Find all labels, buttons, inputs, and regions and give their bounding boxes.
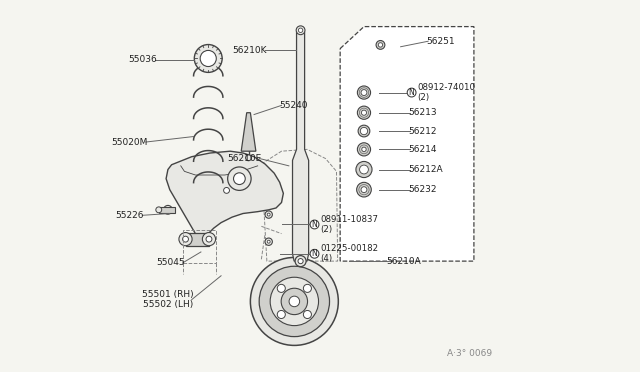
Circle shape — [156, 207, 162, 213]
Text: 55020M: 55020M — [111, 138, 148, 147]
Circle shape — [357, 106, 371, 119]
Circle shape — [270, 277, 319, 326]
Text: 56212A: 56212A — [408, 165, 443, 174]
Text: 08912-74010
(2): 08912-74010 (2) — [417, 83, 475, 102]
Text: 55226: 55226 — [116, 211, 144, 220]
Text: 01225-00182
(4): 01225-00182 (4) — [320, 244, 378, 263]
Bar — [182, 230, 216, 263]
Text: 56214: 56214 — [408, 145, 436, 154]
Circle shape — [310, 249, 319, 258]
Polygon shape — [241, 113, 256, 151]
Circle shape — [296, 26, 305, 35]
Circle shape — [357, 143, 371, 156]
Circle shape — [360, 165, 369, 174]
Circle shape — [310, 220, 319, 229]
Circle shape — [268, 213, 270, 216]
Circle shape — [362, 110, 367, 115]
Polygon shape — [159, 207, 175, 213]
Circle shape — [357, 86, 371, 99]
Polygon shape — [166, 151, 284, 245]
Circle shape — [361, 90, 367, 96]
Circle shape — [356, 182, 371, 197]
Circle shape — [277, 284, 285, 292]
Text: N: N — [312, 249, 317, 258]
Text: 56210E: 56210E — [227, 154, 261, 163]
Circle shape — [179, 232, 192, 246]
Text: 56213: 56213 — [408, 108, 436, 117]
Circle shape — [295, 256, 306, 267]
Polygon shape — [340, 26, 474, 261]
Circle shape — [298, 28, 303, 32]
Circle shape — [202, 232, 216, 246]
Text: 56210K: 56210K — [232, 46, 267, 55]
Text: 56251: 56251 — [426, 37, 455, 46]
Circle shape — [289, 296, 300, 307]
Circle shape — [164, 205, 172, 214]
Circle shape — [223, 187, 230, 193]
Text: 55240: 55240 — [280, 101, 308, 110]
Circle shape — [298, 259, 303, 264]
Circle shape — [277, 311, 285, 318]
Circle shape — [234, 173, 245, 185]
Circle shape — [361, 187, 367, 193]
Text: N: N — [409, 88, 415, 97]
Text: 56210A: 56210A — [386, 257, 420, 266]
Circle shape — [303, 311, 312, 318]
Circle shape — [376, 41, 385, 49]
Text: 56212: 56212 — [408, 126, 436, 135]
Circle shape — [378, 43, 383, 47]
Circle shape — [195, 45, 222, 73]
Circle shape — [250, 257, 339, 346]
Circle shape — [200, 51, 216, 67]
Circle shape — [268, 240, 270, 243]
Text: 56232: 56232 — [408, 185, 436, 194]
Polygon shape — [292, 32, 308, 261]
Text: 55045: 55045 — [156, 259, 184, 267]
Circle shape — [358, 125, 370, 137]
Text: 55501 (RH)
55502 (LH): 55501 (RH) 55502 (LH) — [142, 290, 193, 309]
Circle shape — [259, 266, 330, 337]
Circle shape — [228, 167, 251, 190]
Circle shape — [281, 288, 308, 315]
Circle shape — [303, 284, 312, 292]
Circle shape — [265, 211, 273, 218]
Circle shape — [182, 236, 188, 242]
Circle shape — [265, 238, 273, 246]
Text: A·3° 0069: A·3° 0069 — [447, 349, 492, 358]
Text: 08911-10837
(2): 08911-10837 (2) — [320, 215, 378, 234]
Text: N: N — [312, 220, 317, 229]
Text: 55036: 55036 — [128, 55, 157, 64]
Polygon shape — [186, 232, 209, 246]
Circle shape — [362, 147, 366, 151]
Circle shape — [206, 236, 212, 242]
Circle shape — [360, 127, 367, 135]
Circle shape — [246, 155, 252, 161]
Circle shape — [407, 88, 416, 97]
Circle shape — [356, 161, 372, 177]
